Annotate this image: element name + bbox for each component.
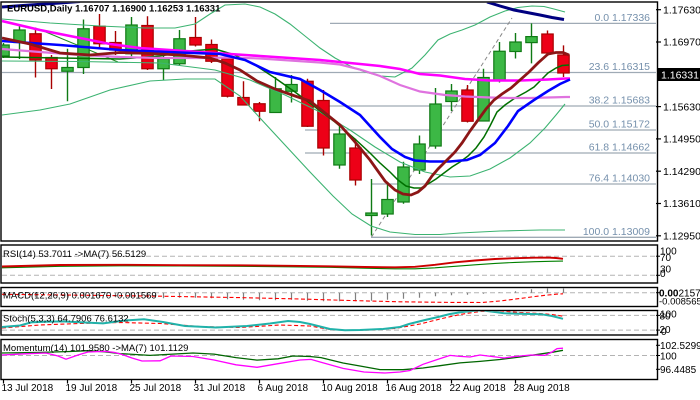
svg-text:1.14290: 1.14290 [663, 166, 700, 178]
svg-text:-0.008565: -0.008565 [659, 297, 700, 308]
svg-text:100: 100 [660, 310, 677, 321]
svg-text:1.15630: 1.15630 [663, 101, 700, 113]
svg-text:0: 0 [661, 327, 667, 338]
svg-text:1.16331: 1.16331 [661, 69, 699, 81]
svg-text:13 Jul 2018: 13 Jul 2018 [2, 383, 54, 394]
svg-text:EURUSD,Daily 1.16707 1.16900: EURUSD,Daily 1.16707 1.16900 1.16253 1.1… [7, 4, 221, 15]
svg-text:1.17630: 1.17630 [663, 4, 700, 16]
svg-text:1.13610: 1.13610 [663, 198, 700, 210]
svg-text:102.5299: 102.5299 [660, 341, 700, 352]
svg-text:28 Aug 2018: 28 Aug 2018 [514, 383, 571, 394]
svg-text:23.6 1.16315: 23.6 1.16315 [589, 61, 650, 73]
svg-text:1.16970: 1.16970 [663, 37, 700, 49]
svg-text:31 Jul 2018: 31 Jul 2018 [194, 383, 246, 394]
svg-text:61.8 1.14662: 61.8 1.14662 [589, 142, 650, 154]
svg-text:0.002157: 0.002157 [659, 289, 700, 300]
svg-text:0.0 1.17336: 0.0 1.17336 [595, 12, 651, 24]
svg-text:RSI(14) 53.7011 ->MA(7) 56.51: RSI(14) 53.7011 ->MA(7) 56.5129 [3, 249, 146, 260]
svg-text:50.0 1.15172: 50.0 1.15172 [589, 119, 650, 131]
svg-text:96.4485: 96.4485 [660, 365, 697, 376]
svg-text:1.12950: 1.12950 [663, 231, 700, 243]
svg-text:38.2 1.15683: 38.2 1.15683 [589, 95, 650, 107]
svg-text:16 Aug 2018: 16 Aug 2018 [386, 383, 443, 394]
svg-text:30: 30 [660, 265, 672, 276]
svg-text:100: 100 [660, 352, 677, 363]
svg-text:MACD(12,26,9) 0.001670 -0.0015: MACD(12,26,9) 0.001670 -0.001569 [3, 291, 157, 302]
svg-text:70: 70 [660, 253, 672, 264]
svg-text:80: 80 [660, 312, 672, 323]
svg-text:Stoch(5,3,3) 64.7906 76.6132: Stoch(5,3,3) 64.7906 76.6132 [3, 314, 129, 325]
svg-text:22 Aug 2018: 22 Aug 2018 [450, 383, 507, 394]
svg-text:100.0 1.13009: 100.0 1.13009 [583, 226, 650, 238]
svg-text:0: 0 [660, 269, 666, 280]
svg-text:20: 20 [660, 325, 672, 336]
svg-text:10 Aug 2018: 10 Aug 2018 [322, 383, 379, 394]
svg-text:1.14950: 1.14950 [663, 134, 700, 146]
svg-text:100: 100 [660, 247, 677, 258]
svg-text:19 Jul 2018: 19 Jul 2018 [66, 383, 118, 394]
svg-text:6 Aug 2018: 6 Aug 2018 [258, 383, 309, 394]
svg-text:Momentum(14) 101.9580 ->MA(7): Momentum(14) 101.9580 ->MA(7) 101.1129 [3, 343, 188, 354]
svg-text:25 Jul 2018: 25 Jul 2018 [130, 383, 182, 394]
svg-text:76.4 1.14030: 76.4 1.14030 [589, 173, 650, 185]
